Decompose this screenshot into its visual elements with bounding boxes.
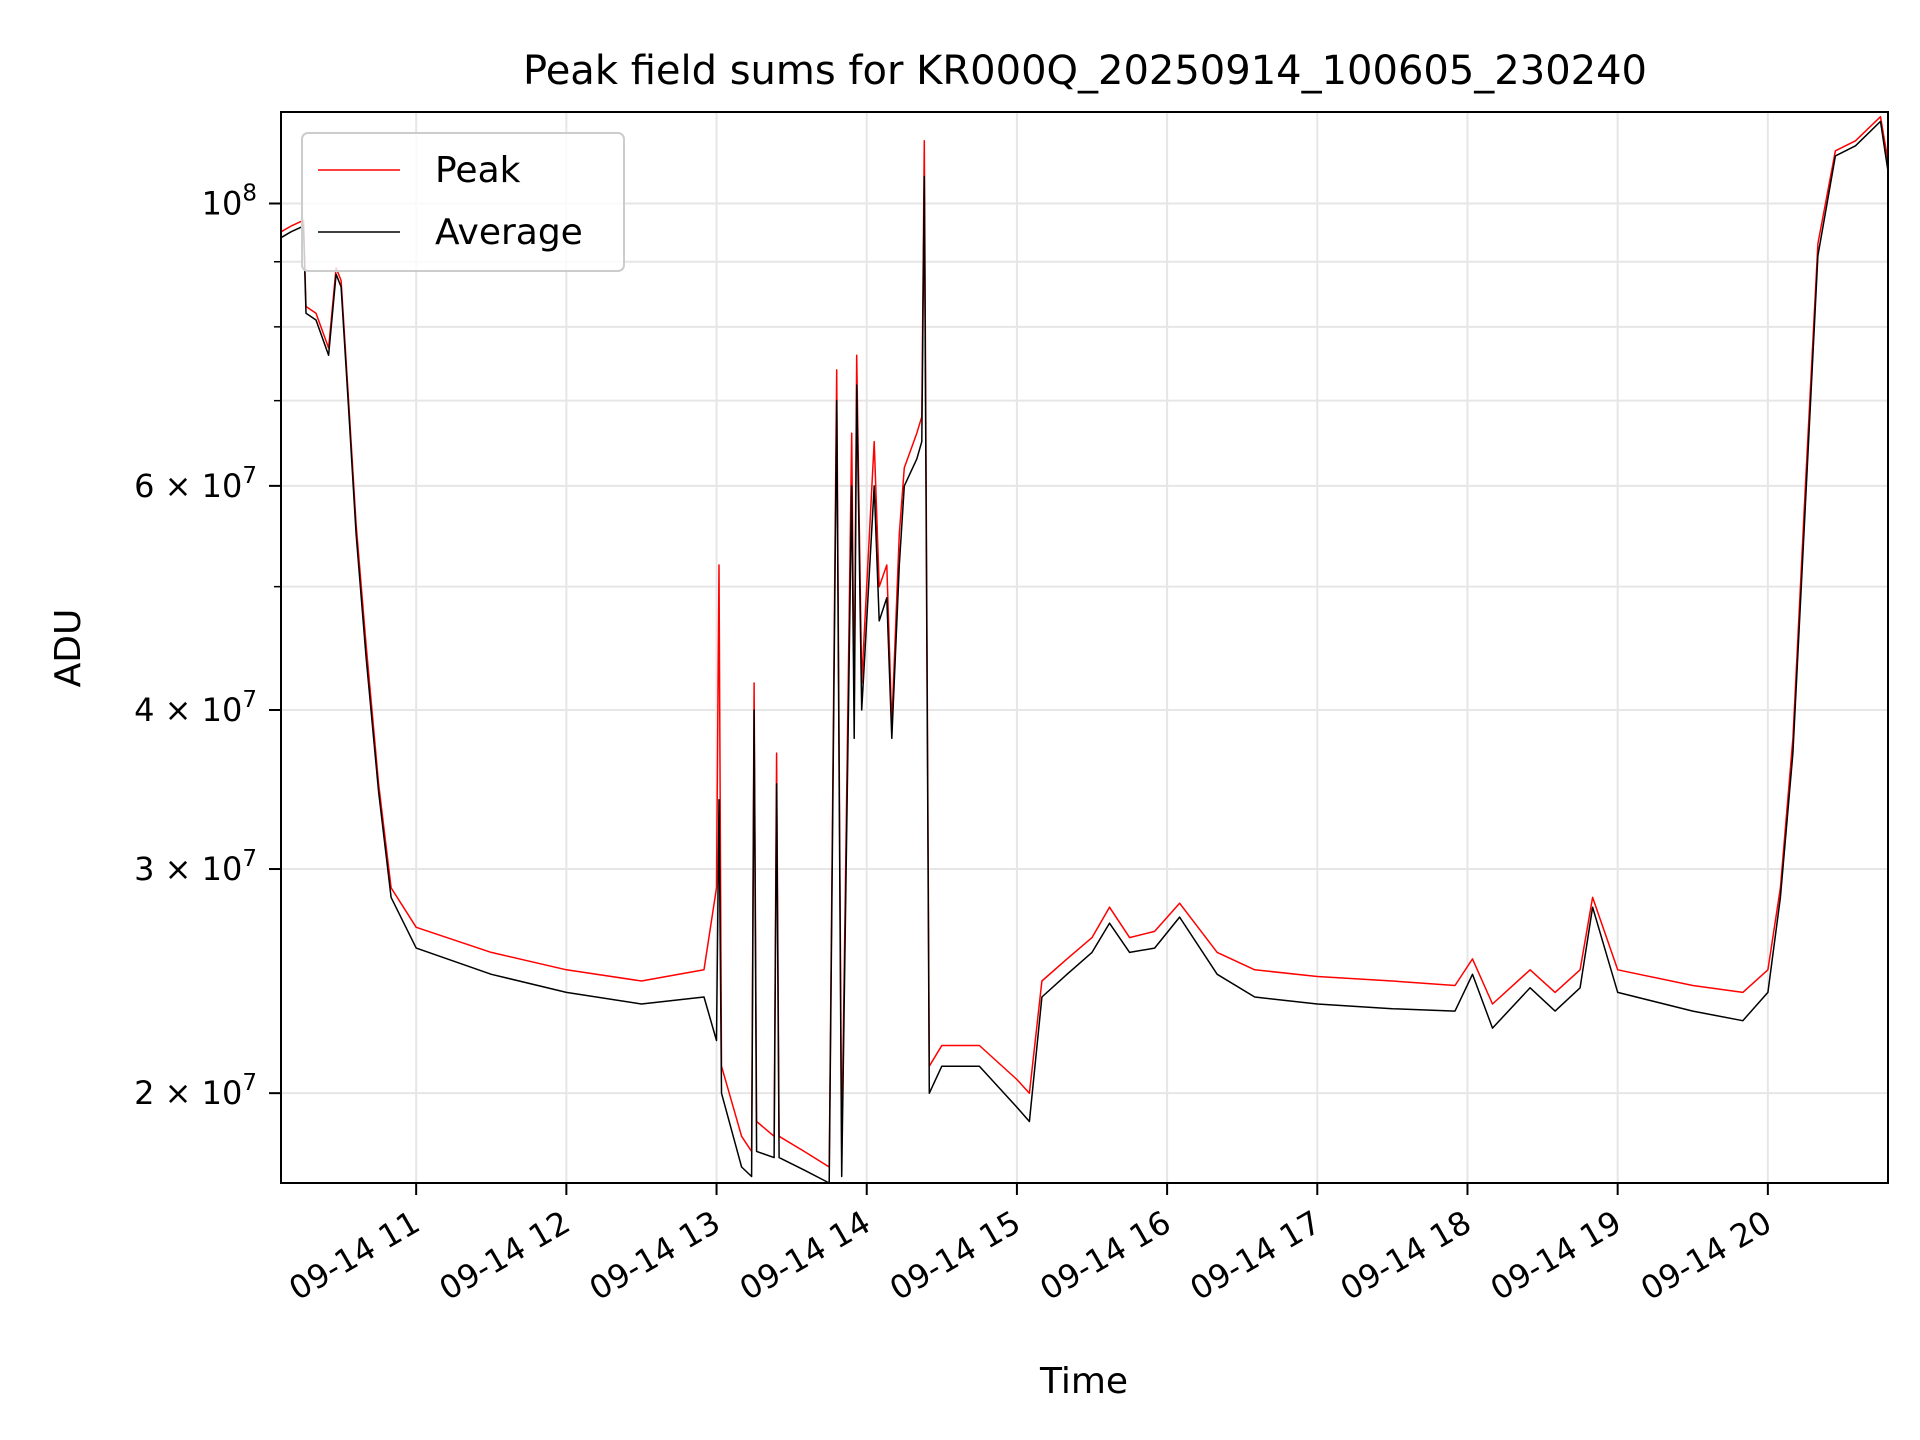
series-layer (280, 115, 1889, 1184)
grid-layer (281, 112, 1888, 1183)
y-tick-label: 108 (202, 180, 257, 222)
y-tick-label: 6 × 107 (134, 463, 257, 505)
chart-title: Peak field sums for KR000Q_20250914_1006… (523, 48, 1647, 94)
legend-label-average: Average (435, 212, 583, 253)
y-tick-label: 3 × 107 (134, 846, 257, 888)
series-line-average (280, 120, 1889, 1184)
plot-frame (280, 111, 1889, 1184)
x-axis-label: Time (1039, 1361, 1128, 1402)
y-tick-label: 2 × 107 (134, 1070, 257, 1112)
legend-box (301, 132, 625, 272)
y-axis-label: ADU (48, 609, 89, 688)
legend-label-peak: Peak (435, 150, 521, 191)
y-tick-label: 4 × 107 (134, 687, 257, 729)
legend: Peak Average (301, 132, 625, 272)
y-tick-layer: 2 × 107 3 × 107 4 × 107 6 × 107 108 (134, 180, 281, 1112)
series-line-peak (280, 115, 1889, 1168)
